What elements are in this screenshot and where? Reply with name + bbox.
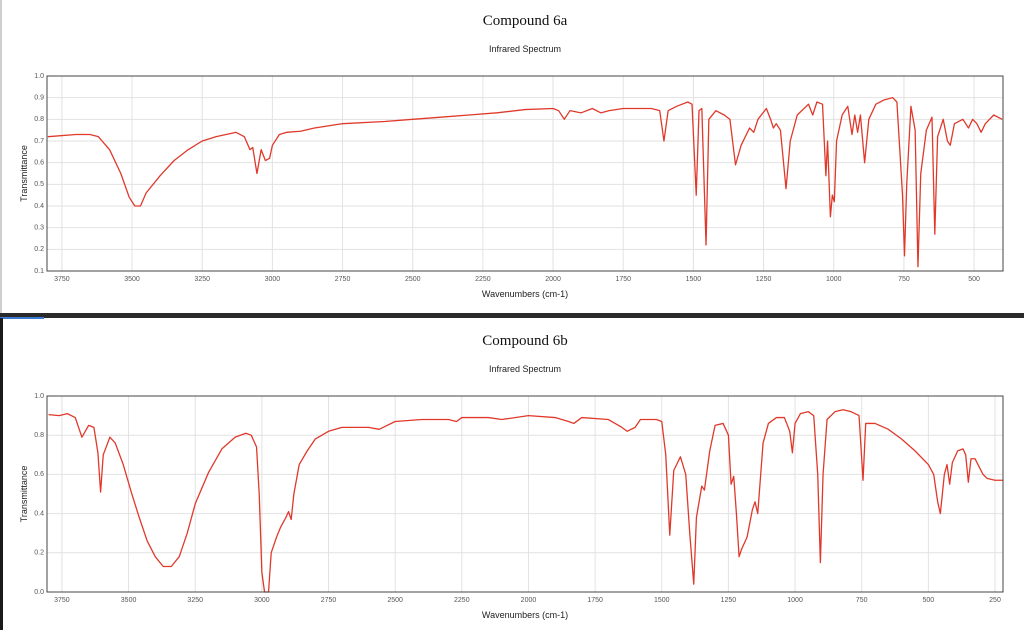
y-tick-label: 0.8 — [34, 432, 44, 439]
x-axis-label: Wavenumbers (cm-1) — [482, 289, 568, 299]
x-tick-label: 750 — [856, 597, 868, 604]
y-tick-label: 0.5 — [34, 181, 44, 188]
x-tick-label: 2000 — [521, 597, 537, 604]
x-tick-label: 1500 — [654, 597, 670, 604]
x-tick-label: 1250 — [756, 276, 772, 283]
x-tick-label: 2250 — [454, 597, 470, 604]
y-tick-label: 0.3 — [34, 225, 44, 232]
y-tick-label: 0.2 — [34, 550, 44, 557]
plot-frame — [46, 395, 1004, 593]
y-tick-label: 0.1 — [34, 268, 44, 275]
x-tick-label: 750 — [898, 276, 910, 283]
y-tick-label: 0.7 — [34, 138, 44, 145]
plot-frame — [46, 75, 1004, 272]
x-tick-label: 1750 — [615, 276, 631, 283]
chart-title: Compound 6a — [483, 13, 568, 29]
x-tick-label: 2750 — [321, 597, 337, 604]
x-tick-label: 1000 — [787, 597, 803, 604]
y-tick-label: 0.6 — [34, 471, 44, 478]
x-tick-label: 3000 — [254, 597, 270, 604]
separator — [0, 313, 1024, 318]
y-tick-label: 0.4 — [34, 510, 44, 517]
x-tick-label: 2500 — [387, 597, 403, 604]
x-tick-label: 3250 — [194, 276, 210, 283]
y-axis-label: Transmittance — [19, 145, 29, 202]
y-tick-label: 0.8 — [34, 116, 44, 123]
x-tick-label: 3000 — [265, 276, 281, 283]
chart-subtitle: Infrared Spectrum — [489, 44, 561, 54]
y-tick-label: 1.0 — [34, 73, 44, 80]
x-tick-label: 2500 — [405, 276, 421, 283]
x-tick-label: 2750 — [335, 276, 351, 283]
x-tick-label: 1500 — [686, 276, 702, 283]
x-tick-label: 3750 — [54, 597, 70, 604]
x-axis-label: Wavenumbers (cm-1) — [482, 610, 568, 620]
x-tick-label: 1250 — [721, 597, 737, 604]
x-tick-label: 500 — [968, 276, 980, 283]
x-tick-label: 1750 — [587, 597, 603, 604]
x-tick-label: 3500 — [124, 276, 140, 283]
x-tick-label: 2250 — [475, 276, 491, 283]
y-axis-label: Transmittance — [19, 466, 29, 523]
y-tick-label: 0.6 — [34, 160, 44, 167]
spectrum-line — [47, 97, 1003, 268]
y-tick-label: 0.4 — [34, 203, 44, 210]
x-tick-label: 3250 — [187, 597, 203, 604]
y-tick-label: 0.2 — [34, 246, 44, 253]
spectrum-line — [48, 409, 1003, 593]
x-tick-label: 2000 — [545, 276, 561, 283]
chart-subtitle: Infrared Spectrum — [489, 364, 561, 374]
chart-title: Compound 6b — [482, 333, 567, 349]
y-tick-label: 0.9 — [34, 95, 44, 102]
x-tick-label: 1000 — [826, 276, 842, 283]
x-tick-label: 250 — [989, 597, 1001, 604]
y-tick-label: 1.0 — [34, 393, 44, 400]
x-tick-label: 3750 — [54, 276, 70, 283]
separator-accent — [0, 317, 44, 319]
left-edge — [0, 0, 2, 313]
left-border — [0, 318, 3, 630]
x-tick-label: 3500 — [121, 597, 137, 604]
y-tick-label: 0.0 — [34, 589, 44, 596]
x-tick-label: 500 — [923, 597, 935, 604]
